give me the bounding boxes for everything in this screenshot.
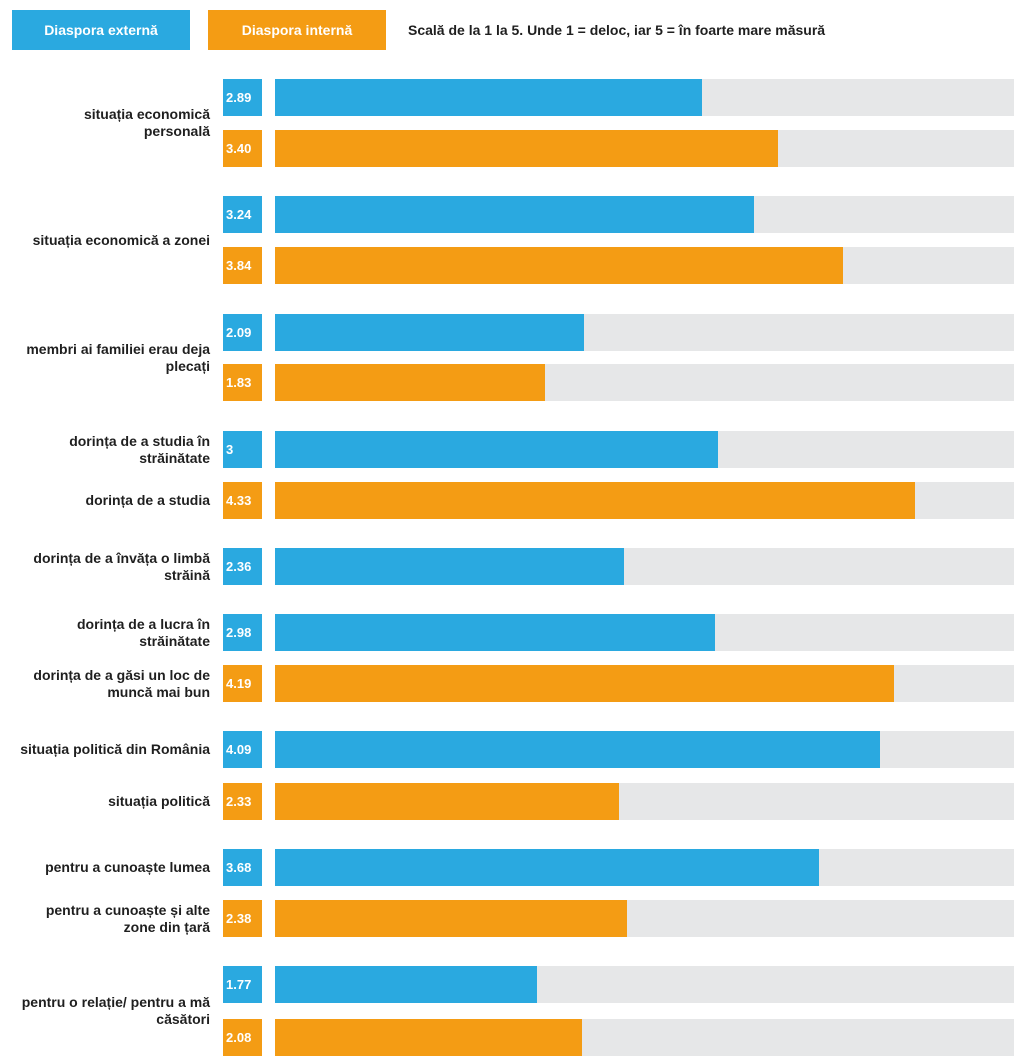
data-label: 4.09 (223, 731, 262, 768)
category-label: membri ai familiei erau deja plecați (26, 341, 210, 374)
bar-track (275, 247, 1014, 284)
legend-internal: Diaspora internă (208, 10, 386, 50)
category-label: pentru a cunoaște și alte zone din țară (45, 902, 210, 935)
bar-internal (275, 1019, 582, 1056)
bar-track (275, 783, 1014, 820)
bar-internal (275, 130, 778, 167)
bar-track (275, 1019, 1014, 1056)
data-label: 2.33 (223, 783, 262, 820)
bar-internal (275, 783, 619, 820)
legend: Diaspora externă Diaspora internă Scală … (12, 10, 1002, 50)
bar-track (275, 196, 1014, 233)
bar-track (275, 79, 1014, 116)
data-label: 4.33 (223, 482, 262, 519)
bar-internal (275, 247, 843, 284)
bar-track (275, 614, 1014, 651)
bar-track (275, 364, 1014, 401)
data-label: 2.09 (223, 314, 262, 351)
bar-track (275, 482, 1014, 519)
category-label: situația politică din România (20, 741, 210, 757)
data-label: 2.38 (223, 900, 262, 937)
bar-external (275, 849, 819, 886)
category-label: pentru a cunoaște lumea (45, 859, 210, 875)
data-label: 1.83 (223, 364, 262, 401)
data-label: 2.89 (223, 79, 262, 116)
category-label: situația economică a zonei (32, 232, 210, 248)
bar-external (275, 966, 537, 1003)
bar-track (275, 548, 1014, 585)
bar-track (275, 665, 1014, 702)
bar-external (275, 614, 715, 651)
data-label: 2.36 (223, 548, 262, 585)
bar-track (275, 731, 1014, 768)
category-label: dorința de a studia (85, 492, 210, 508)
scale-note: Scală de la 1 la 5. Unde 1 = deloc, iar … (408, 22, 826, 38)
bar-internal (275, 665, 894, 702)
data-label: 2.98 (223, 614, 262, 651)
bar-track (275, 130, 1014, 167)
data-label: 4.19 (223, 665, 262, 702)
category-label: situația economică personală (83, 106, 210, 139)
bar-external (275, 314, 584, 351)
data-label: 3.68 (223, 849, 262, 886)
bar-track (275, 849, 1014, 886)
bar-track (275, 314, 1014, 351)
category-label: dorința de a găsi un loc de muncă mai bu… (33, 667, 210, 700)
category-label: situația politică (108, 793, 210, 809)
data-label: 1.77 (223, 966, 262, 1003)
bar-track (275, 966, 1014, 1003)
data-label: 3 (223, 431, 262, 468)
bar-external (275, 548, 624, 585)
legend-external: Diaspora externă (12, 10, 190, 50)
bar-track (275, 900, 1014, 937)
category-label: dorința de a lucra în străinătate (76, 616, 210, 649)
data-label: 3.40 (223, 130, 262, 167)
bar-track (275, 431, 1014, 468)
data-label: 2.08 (223, 1019, 262, 1056)
data-label: 3.24 (223, 196, 262, 233)
data-label: 3.84 (223, 247, 262, 284)
category-label: dorința de a învăța o limbă străină (33, 550, 210, 583)
bar-external (275, 196, 754, 233)
bar-internal (275, 482, 915, 519)
bar-external (275, 79, 702, 116)
bar-external (275, 731, 880, 768)
category-label: dorința de a studia în străinătate (69, 433, 210, 466)
bar-internal (275, 900, 627, 937)
category-label: pentru o relație/ pentru a mă căsători (21, 994, 210, 1027)
bar-internal (275, 364, 545, 401)
bar-external (275, 431, 718, 468)
